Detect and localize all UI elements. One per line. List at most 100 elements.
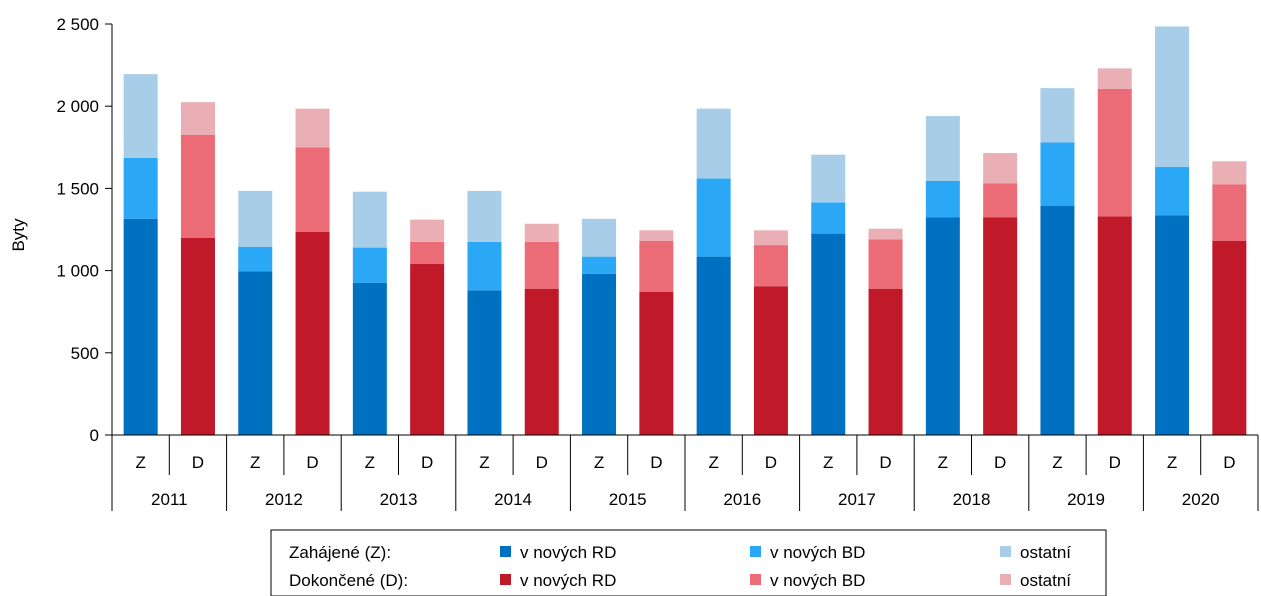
legend-label: ostatní [1020,571,1071,590]
y-tick-label: 2 000 [56,97,99,116]
bar-d-2012-s2 [295,147,330,232]
bar-d-2014-s3 [524,223,559,242]
x-year-label: 2012 [265,490,303,509]
legend-group-label: Zahájené (Z): [289,543,391,562]
x-sub-label: Z [708,453,718,472]
x-sub-label: Z [365,453,375,472]
legend-label: v nových BD [770,571,865,590]
bar-z-2015-s2 [582,256,617,274]
bar-d-2012-s1 [295,231,330,435]
bar-d-2015-s3 [639,230,674,242]
bar-z-2011-s2 [123,157,158,219]
bar-z-2014-s1 [467,290,502,435]
y-axis-ticks: 0 500 1 000 1 500 2 000 2 500 [56,15,113,445]
bar-z-2017-s2 [811,202,846,234]
bar-z-2019-s3 [1040,88,1075,143]
bar-z-2016-s1 [696,256,731,435]
x-year-label: 2018 [953,490,991,509]
bar-z-2020-s3 [1155,26,1190,168]
bar-d-2014-s2 [524,241,559,289]
x-sub-label: Z [823,453,833,472]
y-tick-label: 0 [90,426,99,445]
bar-z-2012-s3 [238,190,273,247]
x-sub-label: Z [938,453,948,472]
y-tick-label: 2 500 [56,15,99,34]
legend-swatch [1000,574,1011,585]
bar-d-2016-s3 [753,230,788,246]
bar-d-2018-s2 [983,183,1018,218]
x-sub-label: D [192,453,204,472]
bar-d-2017-s3 [868,228,903,240]
bar-z-2020-s2 [1155,167,1190,216]
x-sub-label: Z [594,453,604,472]
legend-swatch [1000,546,1011,557]
bar-z-2019-s2 [1040,142,1075,206]
x-sub-label: D [994,453,1006,472]
bar-d-2011-s1 [180,237,215,435]
x-year-label: 2015 [609,490,647,509]
x-sub-label: Z [1167,453,1177,472]
bar-z-2015-s1 [582,273,617,435]
bar-z-2017-s3 [811,154,846,203]
bar-z-2018-s2 [925,181,960,218]
legend-swatch [750,546,761,557]
bar-d-2017-s2 [868,239,903,289]
bar-z-2013-s2 [352,247,387,283]
bar-d-2016-s2 [753,245,788,287]
x-sub-label: Z [135,453,145,472]
bar-d-2015-s2 [639,241,674,292]
y-tick-label: 500 [71,344,99,363]
y-tick-label: 1 000 [56,262,99,281]
legend-group-label: Dokončené (D): [289,571,408,590]
bar-d-2020-s1 [1212,241,1247,435]
legend-swatch [500,574,511,585]
x-sub-label: D [421,453,433,472]
x-year-label: 2019 [1067,490,1105,509]
bar-z-2016-s3 [696,108,731,179]
x-sub-label: Z [1052,453,1062,472]
x-year-label: 2011 [151,490,188,509]
bar-d-2016-s1 [753,286,788,435]
x-sub-label: Z [250,453,260,472]
x-sub-label: D [879,453,891,472]
bar-z-2016-s2 [696,178,731,257]
x-year-label: 2016 [723,490,761,509]
bar-d-2018-s1 [983,217,1018,435]
bar-z-2012-s2 [238,246,273,272]
bar-z-2013-s3 [352,191,387,248]
bar-d-2011-s3 [180,102,215,135]
bar-z-2011-s1 [123,218,158,435]
legend-swatch [500,546,511,557]
x-year-label: 2014 [494,490,532,509]
x-sub-label: D [765,453,777,472]
x-sub-label: D [1223,453,1235,472]
legend-box [270,529,1107,596]
bar-z-2018-s1 [925,217,960,435]
bar-z-2017-s1 [811,233,846,435]
legend-label: v nových BD [770,543,865,562]
x-sub-label: D [306,453,318,472]
bar-d-2014-s1 [524,288,559,435]
bar-d-2019-s2 [1097,88,1132,217]
bar-z-2015-s3 [582,218,617,257]
bar-d-2020-s3 [1212,161,1247,185]
y-axis-label: Byty [9,218,28,252]
x-sub-label: D [1109,453,1121,472]
x-sub-label: D [650,453,662,472]
legend-label: v nových RD [520,543,616,562]
x-year-label: 2013 [380,490,418,509]
bar-z-2013-s1 [352,282,387,435]
legend: Zahájené (Z): v nových RD v nových BD ostat… [270,529,1107,596]
bar-z-2014-s2 [467,241,502,291]
bar-d-2015-s1 [639,291,674,435]
x-year-label: 2020 [1182,490,1220,509]
bars [123,26,1247,435]
legend-label: v nových RD [520,571,616,590]
bar-z-2019-s1 [1040,205,1075,435]
bar-d-2019-s1 [1097,216,1132,435]
x-sub-label: D [536,453,548,472]
bar-z-2020-s1 [1155,215,1190,435]
bar-d-2020-s2 [1212,184,1247,242]
